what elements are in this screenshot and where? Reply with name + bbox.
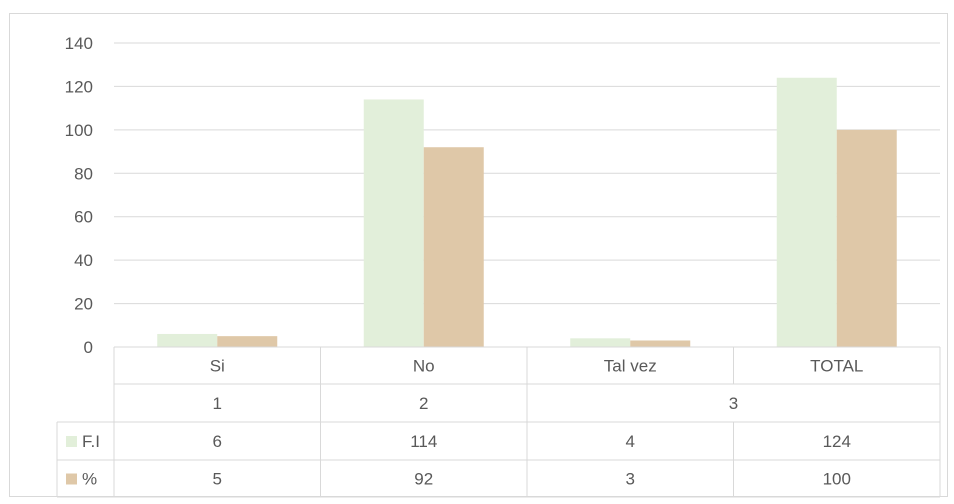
group-label: 1 <box>213 394 222 413</box>
data-table-value: 100 <box>823 470 851 489</box>
bar-fi-si <box>157 333 218 347</box>
bar--no <box>423 147 484 347</box>
y-tick-label: 140 <box>65 34 93 53</box>
legend-label: % <box>82 470 97 489</box>
bar--tal-vez <box>630 340 691 347</box>
y-tick-label: 60 <box>74 208 93 227</box>
legend-swatch-fi <box>66 436 77 447</box>
category-label: Si <box>210 357 225 376</box>
category-label: Tal vez <box>604 357 657 376</box>
data-table-value: 124 <box>823 432 851 451</box>
category-label: No <box>413 357 435 376</box>
data-table-value: 6 <box>213 432 222 451</box>
data-table-value: 92 <box>414 470 433 489</box>
y-tick-label: 40 <box>74 251 93 270</box>
legend-swatch-percent <box>66 473 77 485</box>
bar-fi-no <box>363 99 424 347</box>
bar--total <box>836 129 897 347</box>
data-table-value: 3 <box>626 470 635 489</box>
category-label: TOTAL <box>810 357 863 376</box>
group-label: 3 <box>729 394 738 413</box>
data-table-value: 5 <box>213 470 222 489</box>
data-table-value: 114 <box>410 432 437 451</box>
legend-label: F.I <box>82 432 100 451</box>
data-table-value: 4 <box>626 432 635 451</box>
y-tick-label: 120 <box>65 77 93 96</box>
y-tick-label: 80 <box>74 164 93 183</box>
y-tick-label: 100 <box>65 121 93 140</box>
group-label: 2 <box>419 394 428 413</box>
bar-fi-total <box>776 77 837 347</box>
y-tick-label: 20 <box>74 295 93 314</box>
bar--si <box>217 336 278 347</box>
y-tick-label: 0 <box>84 338 93 357</box>
bar-fi-tal-vez <box>570 338 631 347</box>
